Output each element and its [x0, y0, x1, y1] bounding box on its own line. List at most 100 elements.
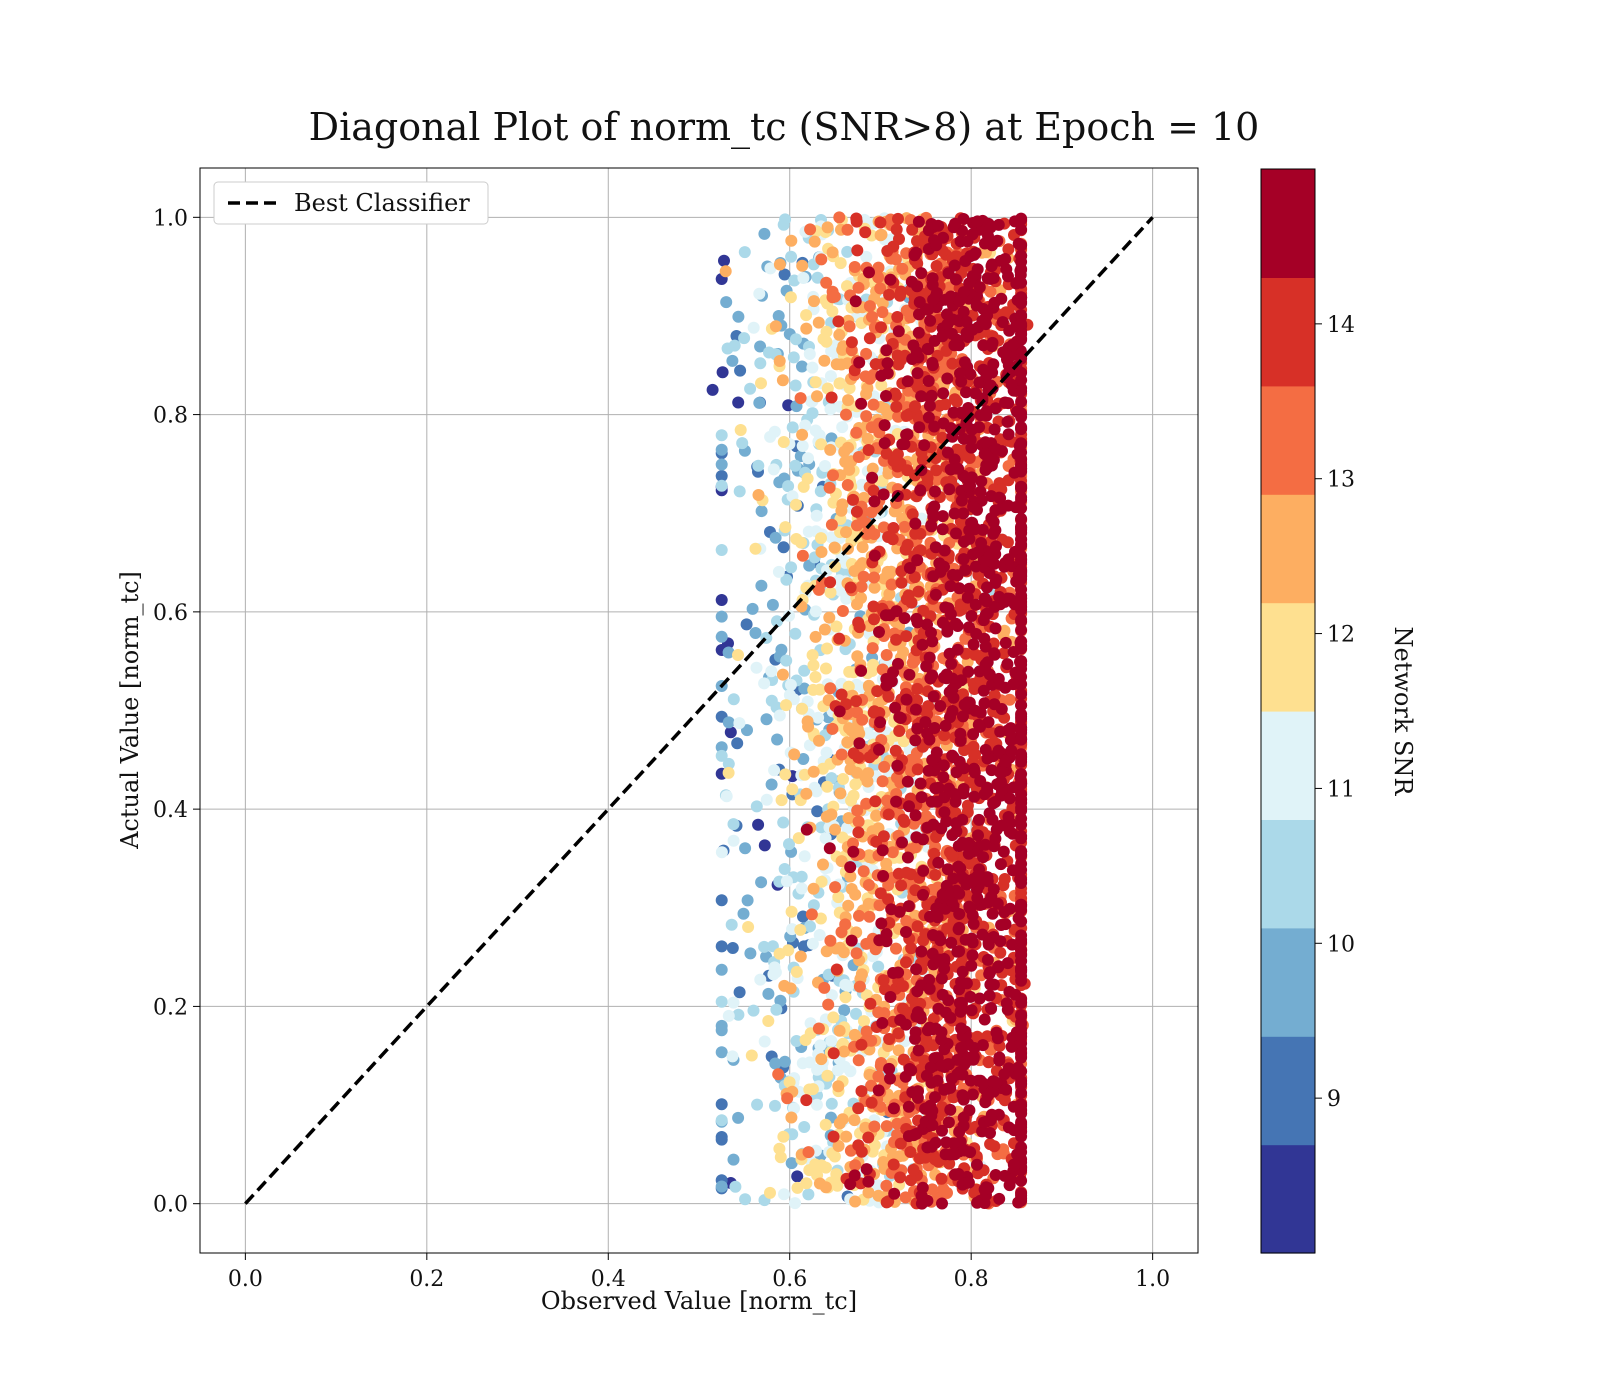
scatter-point-3189	[911, 763, 924, 776]
scatter-point-2919	[847, 493, 859, 506]
scatter-point-1060	[875, 379, 888, 392]
scatter-point-3939	[987, 797, 1000, 810]
scatter-point-918	[827, 496, 840, 509]
scatter-point-4111	[1015, 423, 1028, 436]
scatter-point-3933	[915, 267, 928, 280]
scatter-point-235	[715, 1114, 728, 1127]
scatter-point-532	[803, 348, 816, 360]
scatter-point-4269	[1015, 1107, 1028, 1120]
scatter-point-4082	[1015, 1086, 1028, 1099]
scatter-point-4039	[944, 463, 957, 476]
scatter-point-1966	[886, 846, 899, 859]
scatter-point-3407	[991, 1032, 1004, 1045]
scatter-point-4173	[881, 367, 894, 380]
scatter-point-1983	[796, 549, 809, 562]
scatter-point-3416	[942, 1116, 955, 1129]
scatter-point-2921	[889, 389, 902, 402]
scatter-point-3470	[938, 806, 951, 819]
scatter-point-4005	[1006, 338, 1019, 351]
scatter-point-3623	[875, 917, 888, 930]
scatter-point-2216	[876, 775, 889, 788]
scatter-point-4283	[966, 516, 979, 529]
scatter-point-2299	[815, 253, 828, 266]
x-tick-label-0: 0.0	[228, 1267, 263, 1292]
scatter-point-3772	[911, 722, 924, 735]
scatter-point-3628	[905, 275, 918, 288]
scatter-point-3826	[981, 875, 994, 888]
scatter-point-2403	[911, 682, 924, 695]
scatter-point-4068	[993, 491, 1006, 504]
scatter-point-87	[715, 963, 728, 976]
scatter-point-1916	[873, 899, 886, 912]
scatter-point-2800	[909, 400, 921, 413]
scatter-point-3403	[868, 549, 881, 562]
scatter-point-4305	[954, 727, 967, 740]
x-tick-label-4: 0.8	[954, 1267, 989, 1292]
scatter-point-4284	[1003, 792, 1016, 805]
colorbar-tick-label-4: 13	[1327, 468, 1355, 493]
scatter-point-4311	[940, 668, 953, 681]
scatter-point-3303	[956, 965, 969, 978]
scatter-point-84	[715, 1024, 728, 1037]
scatter-point-436	[784, 678, 797, 691]
scatter-point-3119	[946, 849, 959, 862]
scatter-point-3991	[945, 327, 958, 340]
y-tick-label-2: 0.4	[153, 798, 188, 823]
scatter-point-3307	[845, 934, 858, 947]
scatter-point-3853	[951, 569, 964, 582]
scatter-point-244	[777, 218, 790, 231]
scatter-point-68	[797, 940, 810, 953]
scatter-point-2503	[874, 216, 887, 229]
scatter-point-645	[764, 430, 777, 443]
scatter-point-705	[775, 794, 788, 807]
scatter-point-4208	[1015, 712, 1028, 725]
scatter-point-3254	[912, 326, 925, 339]
scatter-point-303	[825, 1097, 838, 1110]
scatter-point-3134	[946, 357, 959, 370]
scatter-point-628	[715, 846, 728, 859]
scatter-point-692	[755, 377, 767, 390]
scatter-point-1616	[829, 823, 841, 836]
scatter-point-1283	[776, 668, 789, 681]
scatter-point-1700	[853, 980, 866, 993]
scatter-point-1724	[781, 1092, 794, 1105]
scatter-point-1366	[834, 787, 847, 800]
scatter-point-3290	[971, 1158, 983, 1171]
scatter-point-849	[773, 1142, 786, 1155]
scatter-point-36	[715, 1098, 728, 1111]
scatter-point-1200	[807, 765, 820, 778]
scatter-point-3577	[958, 356, 971, 369]
scatter-point-4038	[984, 221, 997, 234]
scatter-point-1263	[897, 646, 910, 658]
scatter-point-3989	[987, 516, 1000, 528]
scatter-point-693	[815, 532, 827, 545]
scatter-point-4158	[957, 286, 970, 299]
scatter-point-4166	[988, 647, 1001, 660]
scatter-point-4204	[1015, 788, 1028, 801]
scatter-point-1984	[863, 910, 876, 923]
scatter-point-3649	[884, 273, 897, 286]
scatter-point-3734	[964, 990, 977, 1003]
scatter-point-772	[795, 536, 808, 549]
scatter-point-4140	[971, 215, 984, 228]
scatter-point-4142	[1015, 249, 1028, 262]
scatter-point-3936	[917, 833, 929, 846]
scatter-point-4199	[989, 235, 1002, 248]
scatter-point-1251	[840, 1130, 853, 1143]
scatter-point-3217	[982, 1055, 995, 1068]
scatter-point-826	[806, 649, 819, 662]
scatter-point-4186	[940, 1136, 953, 1149]
scatter-point-2732	[938, 729, 951, 742]
scatter-point-229	[732, 1008, 745, 1021]
scatter-point-2137	[866, 642, 879, 655]
scatter-point-3867	[947, 751, 960, 764]
scatter-point-4243	[873, 626, 885, 638]
scatter-point-563	[825, 989, 838, 1002]
scatter-point-2881	[906, 223, 919, 236]
colorbar-segment-0	[1261, 1144, 1315, 1254]
scatter-point-3030	[800, 1094, 813, 1107]
scatter-point-1546	[882, 467, 895, 480]
scatter-point-973	[837, 773, 849, 785]
scatter-point-1662	[796, 428, 809, 441]
scatter-point-774	[821, 642, 833, 655]
